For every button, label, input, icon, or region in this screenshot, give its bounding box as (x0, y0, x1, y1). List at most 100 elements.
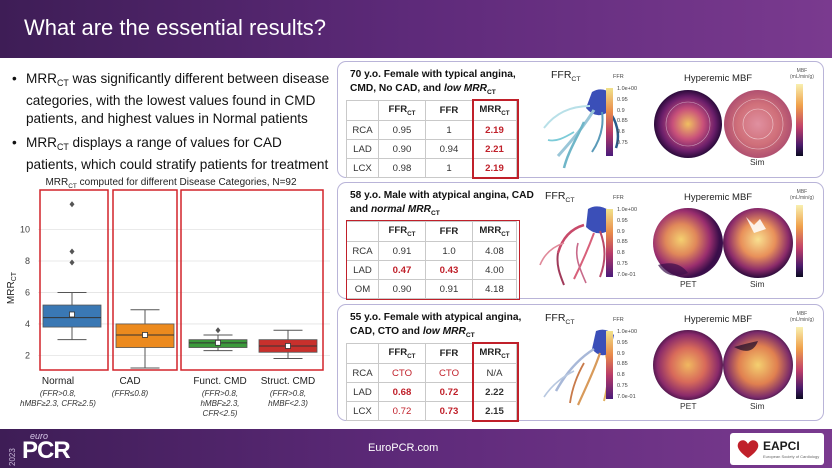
mbf-color-scale (796, 327, 803, 399)
ffr-image-title: FFRCT (545, 312, 575, 326)
chart-title-text: computed for different Disease Categorie… (76, 177, 297, 188)
case-desc-subscript: CT (486, 89, 496, 96)
ffr-image-title: FFRCT (545, 190, 575, 204)
table-row: LCX 0.72 0.73 2.15 (346, 401, 517, 421)
slide-footer: 2023 euro PCR EuroPCR.com (0, 429, 832, 468)
mbf-color-scale (796, 205, 803, 277)
cell-ffr: 0.73 (425, 401, 473, 421)
col-header-ffr: FFR (425, 100, 473, 121)
x-category-label: Normal (41, 376, 75, 387)
table-row: LAD 0.47 0.43 4.00 (346, 260, 517, 280)
mbf-image-title: Hyperemic MBF (684, 192, 753, 203)
sim-label: Sim (750, 279, 765, 289)
table-corner (346, 100, 379, 121)
mbf-scale-title: MBF (mL/min/g) (790, 68, 814, 80)
bullet-item: • MRRCT was significantly different betw… (12, 70, 330, 128)
category-frame (112, 189, 178, 371)
bullet-subscript: CT (56, 78, 69, 88)
table-row: OM 0.90 0.91 4.18 (346, 279, 517, 299)
ffr-color-scale (606, 88, 613, 156)
logo-euro: euro (30, 431, 49, 441)
table-highlight-box (346, 220, 520, 300)
y-tick-label: 4 (25, 319, 30, 329)
mbf-color-scale (796, 84, 803, 156)
cell-mrrct: 4.00 (472, 260, 517, 280)
outlier-point (215, 327, 221, 334)
case-desc-emphasis: normal MRR (370, 204, 431, 215)
coronary-tree-image (539, 206, 610, 286)
case-panels: 70 y.o. Female with typical angina, CMD,… (337, 61, 824, 423)
bullet-list: • MRRCT was significantly different betw… (12, 70, 330, 180)
case-table: FFRCT FFR MRRCT RCA 0.95 1 2.19 LAD 0.90… (346, 100, 517, 178)
mrr-highlight-box (472, 342, 519, 422)
cell-mrrct: 4.08 (472, 241, 517, 261)
case-desc-emphasis: low MRR (422, 326, 466, 337)
x-category-criteria: (FFR>0.8, hMBF≥2.3, CFR<2.5) (200, 389, 240, 418)
ffr-scale-ticks: 1.0e+00 0.95 0.9 0.85 0.8 0.75 (617, 86, 638, 146)
x-category-criteria: (FFR>0.8, hMBF<2.3) (268, 389, 308, 408)
bullet-text: was significantly different between dise… (26, 71, 330, 126)
cell-ffrct: 0.98 (378, 158, 426, 178)
cell-mrrct: 4.18 (472, 279, 517, 299)
sim-label: Sim (750, 157, 765, 167)
table-corner (346, 343, 379, 364)
mean-marker (142, 332, 148, 338)
cell-ffrct: 0.90 (378, 279, 426, 299)
cell-ffrct: 0.90 (378, 139, 426, 159)
col-header-ffr: FFR (425, 343, 473, 364)
row-label: LCX (346, 158, 379, 178)
x-category-struct-cmd: Struct. CMD (FFR>0.8, hMBF<2.3) (250, 376, 326, 409)
eapci-logo: EAPCI European Society of Cardiology (730, 433, 824, 465)
x-category-funct-cmd: Funct. CMD (FFR>0.8, hMBF≥2.3, CFR<2.5) (182, 376, 258, 419)
col-header-ffrct: FFRCT (378, 221, 426, 242)
x-category-criteria: (FFR≤0.8) (111, 389, 149, 398)
case-description: 70 y.o. Female with typical angina, CMD,… (350, 68, 538, 100)
chart-title-prefix: MRR (45, 177, 69, 188)
ffr-scale-label: FFR (613, 195, 624, 201)
case-panel-3: 55 y.o. Female with atypical angina, CAD… (337, 304, 824, 422)
mbf-polar-maps (653, 330, 793, 400)
mbf-scale-title: MBF (mL/min/g) (790, 189, 814, 201)
ffr-scale-label: FFR (613, 317, 624, 323)
row-label: LAD (346, 139, 379, 159)
case-description: 55 y.o. Female with atypical angina, CAD… (350, 311, 538, 343)
cell-ffrct: 0.68 (378, 382, 426, 402)
case-desc-text: 58 y.o. Male with atypical angina, CAD a… (350, 190, 534, 215)
row-label: RCA (346, 120, 379, 140)
eapci-tagline: European Society of Cardiology (763, 454, 820, 459)
table-row: LCX 0.98 1 2.19 (346, 158, 517, 178)
ffr-color-scale (606, 209, 613, 277)
col-header-ffrct: FFRCT (378, 100, 426, 121)
case-panel-2: 58 y.o. Male with atypical angina, CAD a… (337, 182, 824, 300)
chart-title: MRRCT computed for different Disease Cat… (12, 177, 330, 190)
mbf-image-title: Hyperemic MBF (684, 73, 753, 84)
mbf-polar-maps (653, 208, 793, 278)
case-table: FFRCT FFR MRRCT RCA 0.91 1.0 4.08 LAD 0.… (346, 221, 517, 299)
bullet-item: • MRRCT displays a range of values for C… (12, 134, 330, 174)
y-tick-label: 10 (20, 224, 30, 234)
cell-ffr: 0.94 (425, 139, 473, 159)
bullet-text: displays a range of values for CAD patie… (26, 135, 329, 172)
slide-title: What are the essential results? (24, 15, 327, 40)
bullet-subscript: CT (56, 142, 69, 152)
mean-marker (215, 339, 221, 346)
table-row: LAD 0.90 0.94 2.21 (346, 139, 517, 159)
x-category-cad: CAD (FFR≤0.8) (92, 376, 168, 399)
y-tick-label: 6 (25, 287, 30, 297)
case-desc-emphasis: low MRR (443, 83, 487, 94)
mrr-highlight-box (472, 99, 519, 179)
mean-marker (69, 311, 75, 318)
cell-ffrct: 0.95 (378, 120, 426, 140)
ffr-scale-label: FFR (613, 74, 624, 80)
x-category-normal: Normal (FFR>0.8, hMBF≥2.3, CFR≥2.5) (20, 376, 96, 409)
footer-url-link[interactable]: EuroPCR.com (368, 442, 439, 454)
x-category-label: Struct. CMD (260, 376, 316, 387)
table-row: RCA 0.91 1.0 4.08 (346, 241, 517, 261)
bullet-dot-icon: • (12, 71, 17, 86)
cell-ffr: 1 (425, 120, 473, 140)
heart-logo-icon (737, 440, 759, 458)
bullet-dot-icon: • (12, 135, 17, 150)
cell-ffr: 1 (425, 158, 473, 178)
mbf-scale-title: MBF (mL/min/g) (790, 311, 814, 323)
case-desc-subscript: CT (430, 210, 440, 217)
